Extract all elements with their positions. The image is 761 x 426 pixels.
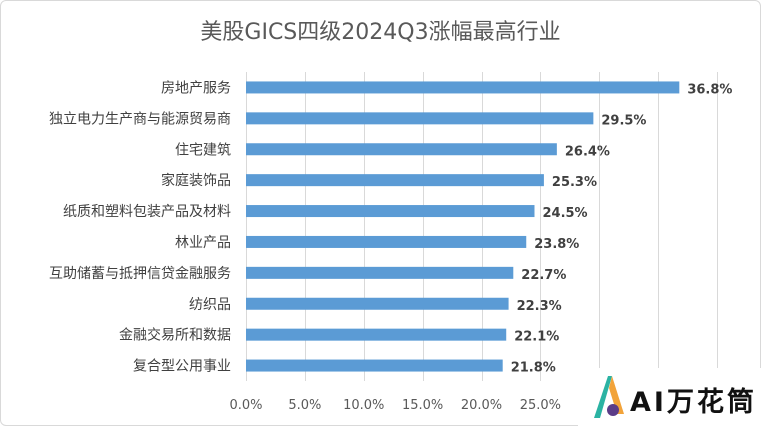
category-label-8: 金融交易所和数据 — [119, 327, 231, 344]
ai-logo-icon — [594, 376, 624, 418]
data-label-6: 22.7% — [521, 268, 566, 283]
watermark-text: AI万花筒 — [630, 387, 757, 418]
bar-4 — [246, 205, 535, 218]
category-label-2: 住宅建筑 — [175, 142, 231, 158]
bar-0 — [246, 81, 680, 94]
watermark: AI万花筒 — [578, 368, 761, 426]
chart-title: 美股GICS四级2024Q3涨幅最高行业 — [200, 20, 561, 45]
bar-9 — [246, 359, 503, 372]
bar-3 — [246, 174, 544, 187]
bar-5 — [246, 235, 527, 248]
x-tick-label-4: 20.0% — [461, 398, 502, 413]
bar-2 — [246, 143, 557, 156]
data-label-2: 26.4% — [565, 144, 610, 159]
data-label-4: 24.5% — [542, 206, 587, 221]
data-label-1: 29.5% — [601, 113, 646, 128]
data-label-8: 22.1% — [514, 330, 559, 345]
category-label-0: 房地产服务 — [161, 80, 231, 96]
category-label-5: 林业产品 — [175, 235, 231, 251]
category-label-1: 独立电力生产商与能源贸易商 — [49, 111, 231, 127]
x-tick-label-2: 10.0% — [343, 398, 384, 413]
bar-1 — [246, 112, 594, 125]
x-tick-label-1: 5.0% — [288, 398, 321, 413]
bar-7 — [246, 297, 509, 310]
data-label-5: 23.8% — [534, 237, 579, 252]
data-label-0: 36.8% — [687, 82, 732, 97]
x-tick-label-0: 0.0% — [229, 398, 262, 413]
category-label-4: 纸质和塑料包装产品及材料 — [63, 204, 231, 220]
x-tick-label-3: 15.0% — [402, 398, 443, 413]
data-label-3: 25.3% — [552, 175, 597, 190]
category-label-3: 家庭装饰品 — [161, 172, 231, 189]
category-label-7: 纺织品 — [189, 297, 231, 313]
category-label-6: 互助储蓄与抵押信贷金融服务 — [49, 266, 231, 282]
x-tick-label-5: 25.0% — [520, 398, 561, 413]
category-label-9: 复合型公用事业 — [133, 358, 231, 375]
bar-8 — [246, 328, 507, 341]
data-label-9: 21.8% — [511, 361, 556, 376]
data-label-7: 22.3% — [517, 299, 562, 314]
bar-6 — [246, 266, 514, 279]
